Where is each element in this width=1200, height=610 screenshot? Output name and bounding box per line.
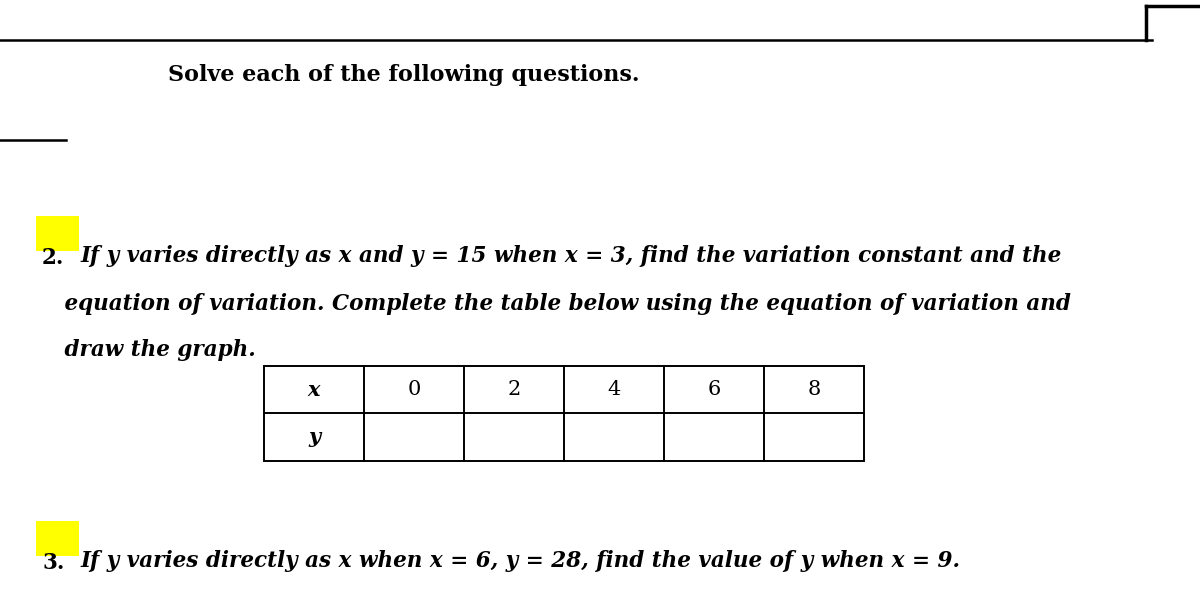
Text: 0: 0 bbox=[407, 380, 421, 399]
Text: y: y bbox=[308, 427, 320, 447]
Text: Solve each of the following questions.: Solve each of the following questions. bbox=[168, 64, 640, 86]
Text: draw the graph.: draw the graph. bbox=[42, 339, 256, 361]
Text: x: x bbox=[307, 379, 320, 400]
FancyBboxPatch shape bbox=[36, 521, 79, 556]
Text: 2.: 2. bbox=[42, 247, 65, 269]
Bar bbox=[264, 366, 864, 461]
Text: equation of variation. Complete the table below using the equation of variation : equation of variation. Complete the tabl… bbox=[42, 293, 1070, 315]
Text: If y varies directly as x when x = 6, y = 28, find the value of y when x = 9.: If y varies directly as x when x = 6, y … bbox=[80, 550, 960, 572]
Text: 8: 8 bbox=[808, 380, 821, 399]
Text: 3.: 3. bbox=[42, 552, 65, 574]
Text: If y varies directly as x and y = 15 when x = 3, find the variation constant and: If y varies directly as x and y = 15 whe… bbox=[80, 245, 1062, 267]
Text: 2: 2 bbox=[508, 380, 521, 399]
Text: 6: 6 bbox=[707, 380, 721, 399]
Text: 4: 4 bbox=[607, 380, 620, 399]
FancyBboxPatch shape bbox=[36, 216, 79, 251]
